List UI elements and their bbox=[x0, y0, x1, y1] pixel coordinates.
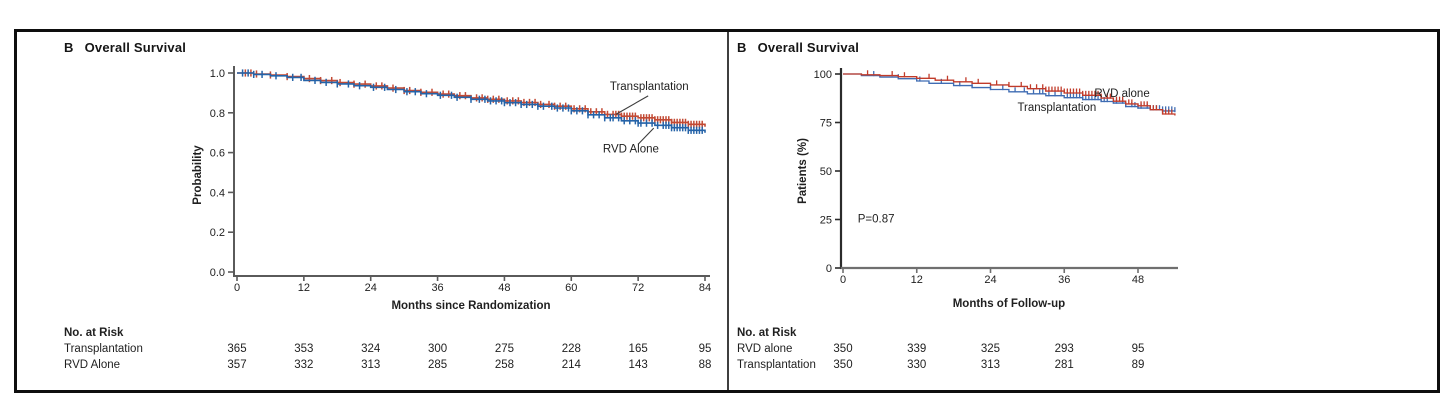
panel-title-left: B Overall Survival bbox=[64, 40, 186, 55]
panel-title-text: Overall Survival bbox=[84, 40, 187, 55]
panel-letter: B bbox=[737, 40, 747, 55]
panel-letter: B bbox=[64, 40, 74, 55]
panel-title-text: Overall Survival bbox=[757, 40, 860, 55]
panel-divider bbox=[727, 32, 729, 390]
panel-title-right: B Overall Survival bbox=[737, 40, 859, 55]
